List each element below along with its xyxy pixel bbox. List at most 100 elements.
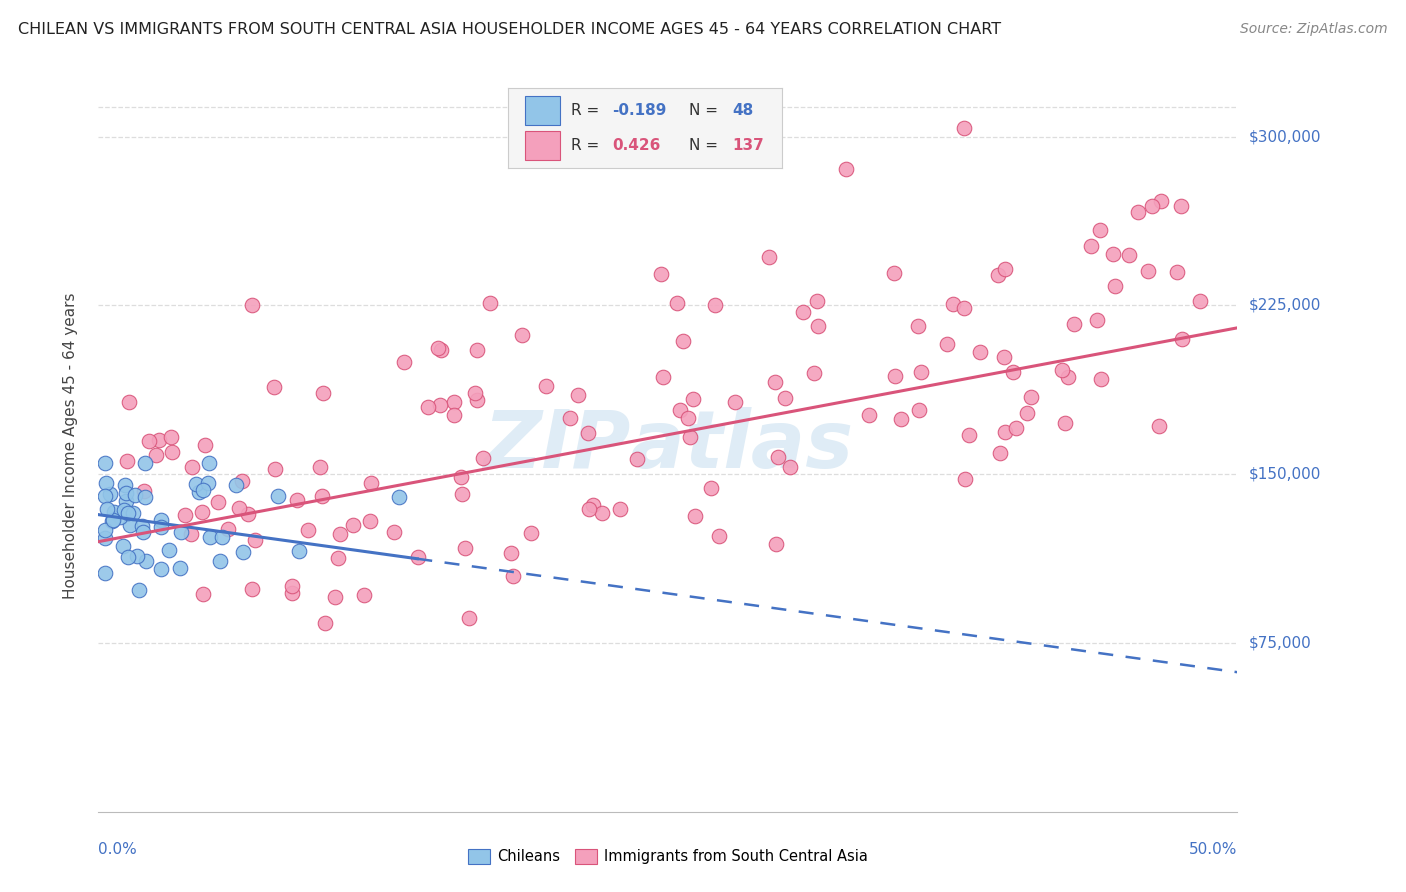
Point [94,489,117,503]
Text: $300,000: $300,000 [1249,129,1320,144]
Point [768,450,790,464]
Point [115,494,138,508]
Point [148,433,170,447]
Point [1147,419,1170,434]
Point [582,498,605,512]
Point [132,484,155,499]
Point [626,452,648,467]
Point [806,294,828,309]
Point [157,543,180,558]
Point [191,483,214,498]
Point [1063,317,1085,331]
Point [679,429,702,443]
Point [392,354,415,368]
Point [169,561,191,575]
Point [114,477,136,491]
Point [115,453,138,467]
Point [1102,246,1125,260]
Point [501,546,523,560]
Point [936,336,959,351]
Point [243,533,266,547]
Point [678,411,700,425]
Point [858,408,880,422]
Point [1140,199,1163,213]
Point [170,524,193,539]
Point [115,486,138,500]
Point [591,506,613,520]
Point [1137,264,1160,278]
Point [150,520,173,534]
Point [150,562,173,576]
Point [127,549,149,564]
Point [181,459,204,474]
Text: Source: ZipAtlas.com: Source: ZipAtlas.com [1240,22,1388,37]
Point [429,343,451,358]
Point [454,541,477,555]
Point [1080,239,1102,253]
Point [173,508,195,522]
Point [134,490,156,504]
Point [328,550,350,565]
Point [763,375,786,389]
Point [94,456,117,470]
Point [406,549,429,564]
Point [240,298,263,312]
Point [558,410,581,425]
Point [994,262,1017,277]
Point [1149,194,1171,209]
Point [187,485,209,500]
Point [576,426,599,441]
Point [353,588,375,602]
Point [197,475,219,490]
Point [792,305,814,319]
Point [184,477,207,491]
Point [803,367,825,381]
Point [160,444,183,458]
Point [1052,363,1074,377]
Point [650,267,672,281]
Point [1118,248,1140,262]
Point [758,250,780,264]
Point [775,392,797,406]
Point [942,296,965,310]
Point [267,490,290,504]
Point [465,392,488,407]
Point [388,490,411,504]
Legend: Chileans, Immigrants from South Central Asia: Chileans, Immigrants from South Central … [463,843,873,871]
Point [472,451,495,466]
Point [988,446,1011,460]
Point [314,615,336,630]
Point [134,456,156,470]
Text: 50.0%: 50.0% [1189,842,1237,857]
Point [281,586,304,600]
Point [1057,370,1080,384]
Point [953,301,976,315]
Point [110,509,132,524]
Point [288,544,311,558]
Point [765,537,787,551]
Point [194,438,217,452]
Point [231,475,253,489]
Point [209,554,232,568]
Point [94,531,117,545]
Point [1170,332,1192,346]
Point [953,121,976,136]
Point [236,507,259,521]
Point [465,343,488,357]
Point [707,529,730,543]
Point [101,514,124,528]
Point [502,569,524,583]
Point [1001,366,1024,380]
Point [100,487,122,501]
Point [198,530,221,544]
Point [651,370,673,384]
Point [191,587,214,601]
Point [834,162,856,177]
Point [94,566,117,580]
Point [359,514,381,528]
Point [118,518,141,533]
Point [451,487,474,501]
Point [567,388,589,402]
Point [311,489,333,503]
Point [510,327,533,342]
